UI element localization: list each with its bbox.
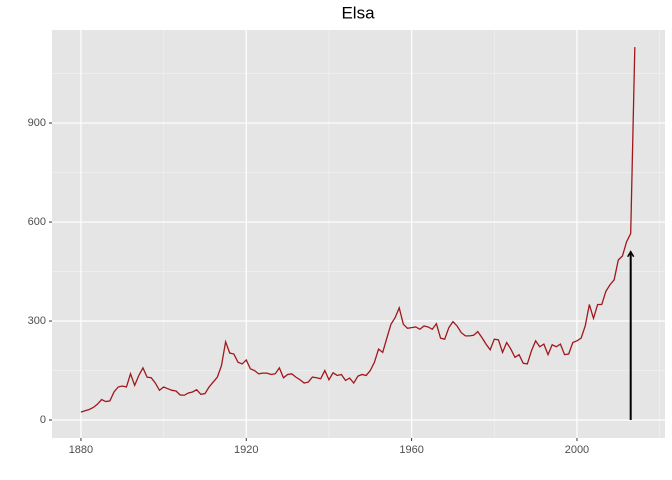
x-tick-label: 1880 [69, 444, 93, 456]
y-tick-label: 0 [40, 414, 46, 426]
x-tick-label: 1920 [234, 444, 258, 456]
y-tick-label: 300 [28, 315, 46, 327]
y-tick-label: 600 [28, 216, 46, 228]
x-tick-label: 2000 [565, 444, 589, 456]
line-series [80, 47, 636, 413]
chart-title: Elsa [341, 3, 375, 22]
arrow-head [627, 250, 635, 258]
x-tick-label: 1960 [399, 444, 423, 456]
panel [52, 30, 665, 438]
y-tick-label: 900 [28, 117, 46, 129]
